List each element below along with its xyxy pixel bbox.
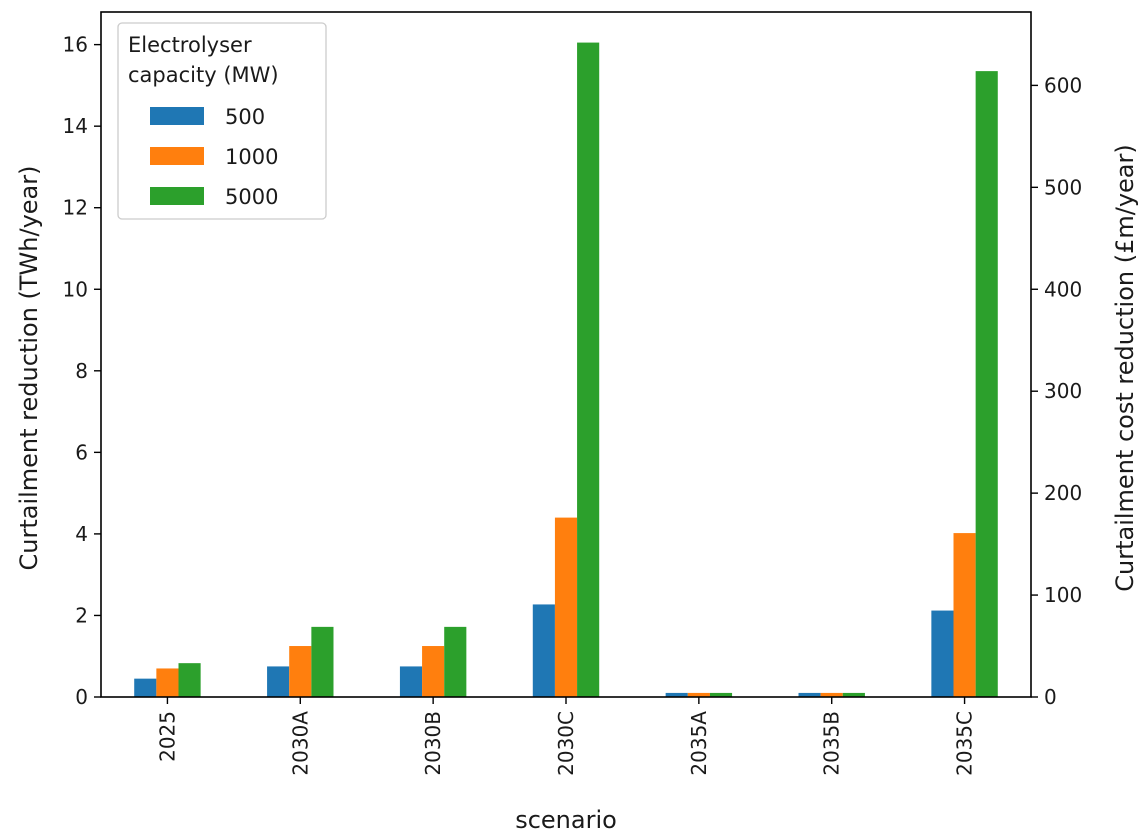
- y-tick-label-left: 8: [75, 359, 88, 383]
- y-axis-label-right: Curtailment cost reduction (£m/year): [1111, 144, 1139, 591]
- legend-swatch-5000: [150, 187, 204, 205]
- bar-2035A-5000: [709, 692, 733, 697]
- bar-2035A-500: [665, 692, 688, 697]
- x-tick-label-2035B: 2035B: [820, 711, 844, 776]
- legend-title-line-2: capacity (MW): [128, 63, 279, 87]
- x-tick-label-2030C: 2030C: [554, 711, 578, 776]
- legend: Electrolyser capacity (MW) 500 1000 5000: [117, 22, 327, 220]
- bar-2030B-5000: [444, 626, 467, 697]
- legend-swatch-1000: [150, 147, 204, 165]
- legend-swatch-500: [150, 107, 204, 125]
- y-tick-label-left: 4: [75, 522, 88, 546]
- bar-2035C-5000: [975, 71, 998, 698]
- bars-layer: [134, 42, 998, 698]
- y-tick-label-right: 100: [1044, 583, 1082, 607]
- legend-title-line-1: Electrolyser: [128, 33, 252, 57]
- y-tick-label-left: 10: [63, 277, 88, 301]
- legend-frame: [117, 22, 327, 220]
- bar-2030A-1000: [289, 646, 312, 697]
- y-tick-label-left: 12: [63, 196, 88, 220]
- y-tick-label-left: 14: [63, 114, 88, 138]
- bar-2030A-5000: [311, 626, 334, 697]
- bar-2035A-1000: [687, 692, 710, 697]
- legend-label-500: 500: [225, 105, 265, 129]
- bar-2035C-1000: [953, 533, 976, 697]
- y-tick-label-left: 0: [75, 685, 88, 709]
- bar-2025-500: [134, 678, 157, 697]
- bar-2030A-500: [267, 666, 290, 697]
- y-axis-label-left: Curtailment reduction (TWh/year): [15, 166, 43, 571]
- y-tick-label-left: 6: [75, 440, 88, 464]
- x-tick-label-2030A: 2030A: [288, 711, 312, 776]
- y-tick-label-right: 0: [1044, 685, 1057, 709]
- bar-2035C-500: [931, 610, 954, 697]
- bar-2035B-500: [798, 692, 821, 697]
- y-tick-label-right: 300: [1044, 379, 1082, 403]
- bar-2030B-500: [399, 666, 423, 697]
- axes-layer: 0 2 4 6 8 10 12 14 16 0 100 200 300 400 500 600 2025 2030…: [63, 11, 1082, 776]
- y-tick-label-left: 16: [63, 33, 88, 57]
- bar-2025-1000: [156, 668, 179, 697]
- x-tick-label-2025: 2025: [155, 711, 179, 762]
- legend-label-1000: 1000: [225, 145, 278, 169]
- bar-2030C-1000: [554, 517, 578, 697]
- bar-2035B-5000: [842, 692, 865, 697]
- x-tick-label-2035C: 2035C: [953, 711, 977, 776]
- legend-entries: 500 1000 5000: [150, 105, 278, 209]
- y-tick-label-right: 400: [1044, 277, 1082, 301]
- x-tick-label-2030B: 2030B: [421, 711, 445, 776]
- bar-2030C-5000: [577, 42, 600, 697]
- x-axis-label: scenario: [515, 806, 617, 834]
- x-tick-label-2035A: 2035A: [687, 711, 711, 776]
- y-tick-label-right: 600: [1044, 73, 1082, 97]
- bar-2030C-500: [532, 604, 555, 697]
- bar-2025-5000: [178, 663, 201, 697]
- bar-2030B-1000: [422, 646, 445, 697]
- legend-label-5000: 5000: [225, 185, 278, 209]
- bar-2035B-1000: [820, 692, 843, 697]
- y-tick-label-right: 200: [1044, 481, 1082, 505]
- y-tick-label-left: 2: [75, 603, 88, 627]
- y-tick-label-right: 500: [1044, 175, 1082, 199]
